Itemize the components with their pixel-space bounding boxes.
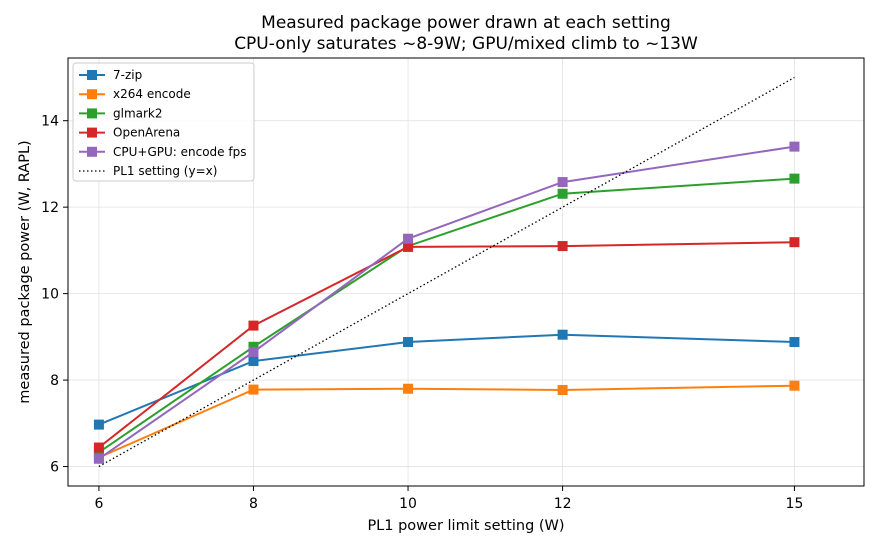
legend-swatch-marker-glmark2 — [87, 108, 97, 119]
data-point-x264-encode — [557, 385, 568, 396]
data-point-glmark2 — [789, 173, 800, 184]
series-line-x264-encode — [98, 384, 795, 459]
grid — [68, 58, 864, 486]
data-point-7-zip — [248, 356, 259, 367]
legend-entry-7-zip: 7-zip — [113, 68, 142, 82]
x-tick-label: 8 — [249, 496, 258, 512]
legend-swatch-marker-openarena — [87, 127, 97, 138]
data-point-openarena — [789, 237, 800, 248]
data-point-7-zip — [557, 329, 568, 340]
data-point-cpu-gpu-encode-fps — [93, 453, 104, 464]
axis-ticks: 6 8 10 12 15 6 8 10 12 14 — [41, 114, 803, 512]
y-tick-label: 14 — [41, 114, 59, 130]
data-point-x264-encode — [248, 384, 259, 395]
y-tick-label: 6 — [50, 460, 59, 476]
data-point-7-zip — [93, 419, 104, 430]
x-tick-label: 10 — [399, 496, 417, 512]
y-tick-label: 8 — [50, 373, 59, 389]
x-tick-label: 6 — [94, 496, 103, 512]
legend-swatch-marker-7-zip — [87, 70, 97, 80]
legend-entry-openarena: OpenArena — [113, 126, 180, 140]
legend-swatch-marker-x264-encode — [87, 89, 97, 100]
series-line-pl1-setting-y-x — [98, 76, 795, 468]
data-point-cpu-gpu-encode-fps — [789, 141, 800, 152]
data-point-glmark2 — [557, 188, 568, 199]
plot-frame — [67, 57, 865, 487]
legend-entry-x264-encode: x264 encode — [113, 87, 191, 101]
data-point-openarena — [403, 241, 414, 252]
series-line-openarena — [98, 241, 795, 449]
data-point-x264-encode — [403, 383, 414, 394]
data-point-openarena — [93, 442, 104, 453]
legend-entry-glmark2: glmark2 — [113, 106, 163, 120]
y-tick-label: 12 — [41, 200, 59, 216]
data-point-7-zip — [789, 337, 800, 348]
data-point-openarena — [557, 241, 568, 252]
legend: 7-zip x264 encode glmark2 OpenArena CPU+GPU:… — [72, 62, 255, 182]
legend-frame — [72, 62, 255, 182]
legend-entry-pl1-setting-y-x: PL1 setting (y=x) — [113, 164, 217, 178]
legend-entry-cpu-gpu-encode-fps: CPU+GPU: encode fps — [113, 145, 246, 159]
x-tick-label: 12 — [554, 496, 572, 512]
data-point-glmark2 — [248, 341, 259, 352]
data-point-7-zip — [403, 337, 414, 348]
y-axis-label: measured package power (W, RAPL) — [17, 140, 33, 403]
data-point-openarena — [248, 320, 259, 331]
data-point-cpu-gpu-encode-fps — [403, 233, 414, 244]
data-point-cpu-gpu-encode-fps — [248, 346, 259, 357]
chart-subtitle: CPU-only saturates ~8-9W; GPU/mixed clim… — [234, 34, 698, 54]
x-tick-label: 15 — [786, 496, 804, 512]
x-axis-label: PL1 power limit setting (W) — [367, 518, 564, 534]
y-tick-label: 10 — [41, 287, 59, 303]
plot-series — [93, 76, 800, 468]
data-point-cpu-gpu-encode-fps — [557, 177, 568, 188]
chart-title: Measured package power drawn at each set… — [261, 13, 671, 33]
data-point-x264-encode — [789, 380, 800, 391]
legend-swatch-marker-cpu-gpu-encode-fps — [87, 146, 97, 157]
